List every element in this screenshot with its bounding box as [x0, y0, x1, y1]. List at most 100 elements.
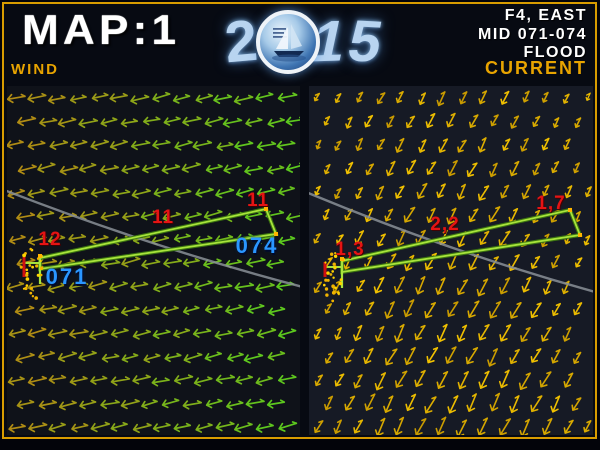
wind-arrow-icon: [215, 421, 235, 432]
wind-arrow-icon: [39, 117, 58, 127]
event-year-logo: 2 1 5: [203, 0, 403, 84]
wind-arrow-icon: [278, 328, 297, 339]
wind-arrow-icon: [27, 188, 45, 199]
wind-arrow-icon: [38, 350, 56, 361]
course-mark-speed-label: 1,3: [335, 239, 365, 260]
wind-arrow-icon: [109, 281, 128, 292]
wind-arrow-icon: [256, 327, 277, 339]
current-arrow-icon: [364, 114, 374, 128]
wind-arrow-icon: [161, 164, 181, 175]
wind-arrow-icon: [130, 140, 151, 151]
wind-arrow-icon: [182, 305, 200, 316]
current-arrow-icon: [394, 370, 408, 388]
current-arrow-icon: [353, 419, 364, 434]
wind-arrow-icon: [16, 399, 35, 410]
wind-arrow-icon: [58, 400, 77, 411]
current-arrow-icon: [498, 418, 511, 435]
wind-arrow-icon: [48, 422, 66, 433]
boat-dot: [39, 273, 43, 277]
wind-arrow-icon: [266, 259, 285, 269]
current-arrow-icon: [532, 115, 541, 127]
current-arrow-icon: [572, 351, 582, 364]
wind-arrow-icon: [69, 94, 87, 104]
current-arrow-icon: [509, 348, 520, 365]
wind-arrow-icon: [68, 281, 89, 292]
wind-arrow-icon: [174, 188, 192, 199]
current-arrow-icon: [550, 348, 561, 364]
boat-dot: [35, 264, 39, 268]
wind-arrow-icon: [234, 282, 255, 292]
current-arrow-icon: [530, 255, 541, 269]
current-arrow-icon: [384, 348, 398, 366]
wind-arrow-icon: [267, 350, 286, 361]
boat-dot: [334, 252, 337, 255]
wind-arrow-icon: [152, 422, 171, 433]
current-arrow-icon: [455, 419, 468, 435]
wind-arrow-icon: [173, 422, 192, 433]
current-arrow-icon: [573, 162, 581, 174]
current-arrow-icon: [435, 416, 447, 435]
current-arrow-icon: [477, 137, 487, 153]
current-arrow-icon: [467, 300, 480, 318]
shoreline-contour: [309, 192, 593, 293]
current-arrow-icon: [355, 137, 364, 152]
logo-digit: 2: [222, 7, 261, 76]
wind-arrow-icon: [121, 256, 141, 268]
wind-arrow-icon: [255, 376, 273, 386]
current-arrow-icon: [418, 92, 427, 106]
wind-arrow-icon: [235, 374, 253, 385]
wind-arrow-icon: [120, 118, 139, 128]
current-arrow-icon: [542, 417, 553, 435]
wind-arrow-icon: [130, 94, 150, 105]
wind-arrow-icon: [256, 187, 276, 198]
wind-arrow-icon: [8, 423, 26, 433]
wind-arrow-icon: [110, 376, 131, 386]
wind-arrow-icon: [27, 282, 46, 292]
wind-arrow-icon: [16, 116, 37, 127]
wind-arrow-icon: [7, 139, 24, 150]
wind-arrow-icon: [267, 165, 285, 175]
wind-arrow-icon: [37, 162, 56, 173]
current-arrow-icon: [313, 233, 321, 244]
info-line-direction: MID 071-074: [478, 25, 587, 43]
current-arrow-icon: [479, 230, 490, 245]
current-arrow-icon: [416, 182, 428, 199]
wind-arrow-icon: [141, 399, 158, 410]
boat-dot: [34, 296, 38, 300]
wind-arrow-icon: [78, 350, 97, 362]
current-arrow-icon: [447, 301, 459, 317]
wind-arrow-icon: [130, 281, 149, 291]
current-arrow-icon: [477, 185, 490, 201]
wind-arrow-icon: [39, 304, 58, 314]
current-arrow-icon: [383, 395, 394, 413]
wind-arrow-icon: [246, 257, 266, 268]
current-arrow-icon: [393, 416, 405, 435]
current-arrow-icon: [551, 302, 562, 317]
current-arrow-icon: [373, 276, 385, 294]
boat-dot: [337, 291, 340, 295]
wind-arrow-icon: [244, 165, 263, 176]
map-title: MAP:1: [22, 6, 181, 53]
course-mark-speed-label: 12: [38, 229, 62, 250]
wind-arrow-icon: [173, 233, 191, 243]
course-mark-speed-label: 2,2: [430, 214, 460, 235]
current-panel-label: CURRENT: [485, 58, 587, 78]
wind-arrow-icon: [143, 116, 161, 126]
wind-panel: 12 11 11 074 071: [7, 86, 300, 435]
current-arrow-icon: [386, 115, 395, 128]
current-arrow-icon: [313, 92, 321, 102]
wind-arrow-icon: [204, 351, 223, 362]
conditions-info: F4, EAST MID 071-074 FLOOD: [478, 7, 587, 63]
wind-arrow-icon: [182, 258, 200, 268]
wind-arrow-icon: [195, 422, 213, 433]
wind-arrow-icon: [163, 258, 183, 268]
wind-arrow-icon: [70, 188, 88, 198]
current-arrow-icon: [435, 277, 446, 295]
wind-arrow-icon: [278, 421, 298, 432]
wind-arrow-icon: [204, 116, 224, 128]
current-arrow-icon: [403, 299, 415, 318]
current-arrow-icon: [374, 417, 386, 435]
current-arrow-icon: [414, 324, 426, 341]
wind-arrow-icon: [9, 234, 26, 245]
